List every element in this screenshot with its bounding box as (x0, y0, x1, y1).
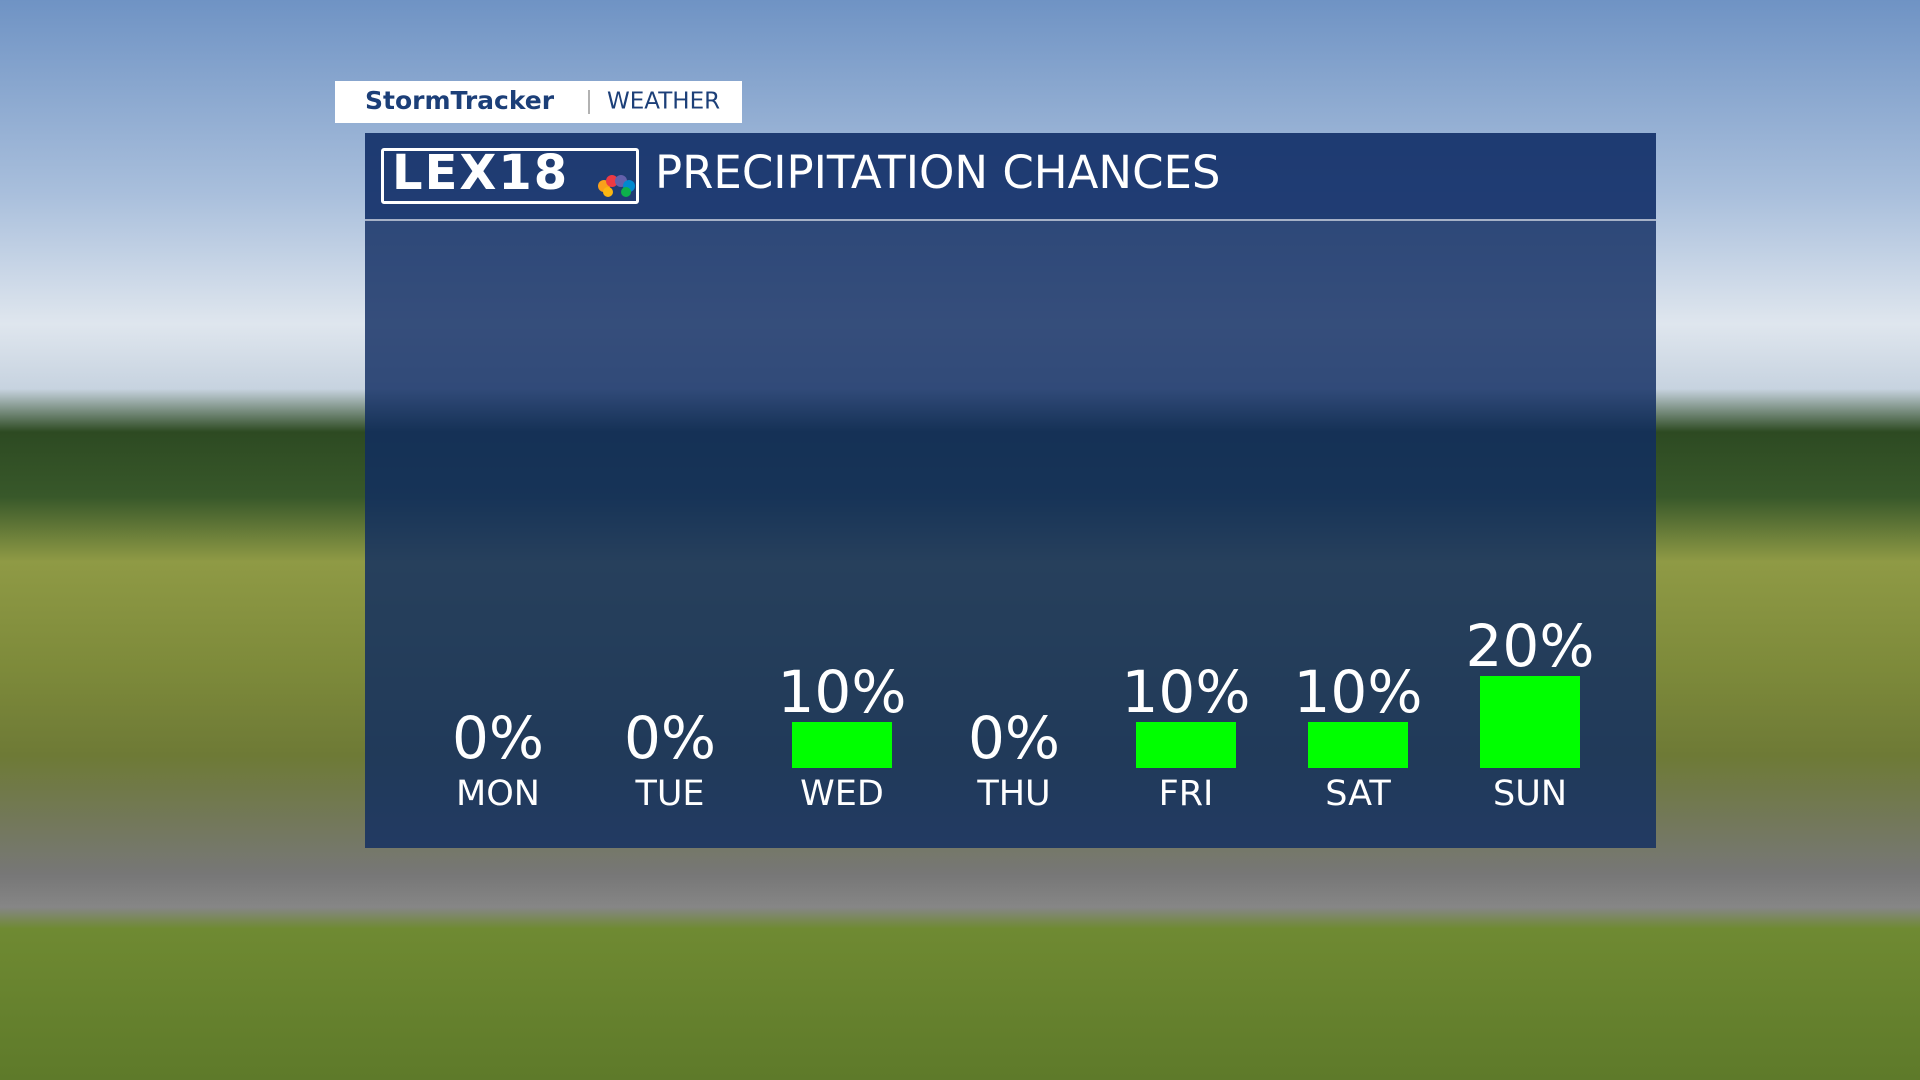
panel (365, 133, 1656, 848)
x-tick-label: MON (456, 774, 540, 814)
bar (792, 722, 892, 768)
x-tick-label: WED (800, 774, 884, 814)
x-tick-label: TUE (634, 774, 704, 814)
value-label: 10% (1294, 658, 1423, 726)
chart-title: PRECIPITATION CHANCES (655, 146, 1221, 199)
brand-tab (335, 81, 742, 123)
bar (1308, 722, 1408, 768)
logo-box (381, 148, 639, 204)
value-label: 10% (778, 658, 907, 726)
value-label: 10% (1122, 658, 1251, 726)
value-label: 0% (452, 704, 544, 772)
bar (1136, 722, 1236, 768)
peacock (598, 175, 635, 197)
x-tick-label: THU (976, 774, 1050, 814)
bar (1480, 676, 1580, 768)
brand: StormTracker (365, 86, 555, 115)
x-tick-label: SAT (1325, 774, 1391, 814)
x-tick-label: FRI (1159, 774, 1214, 814)
logo: LEX18 (392, 145, 569, 201)
panel-header (365, 133, 1656, 221)
value-label: 20% (1466, 612, 1595, 680)
section: WEATHER (607, 89, 720, 115)
value-label: 0% (624, 704, 716, 772)
x-tick-label: SUN (1493, 774, 1567, 814)
value-label: 0% (968, 704, 1060, 772)
